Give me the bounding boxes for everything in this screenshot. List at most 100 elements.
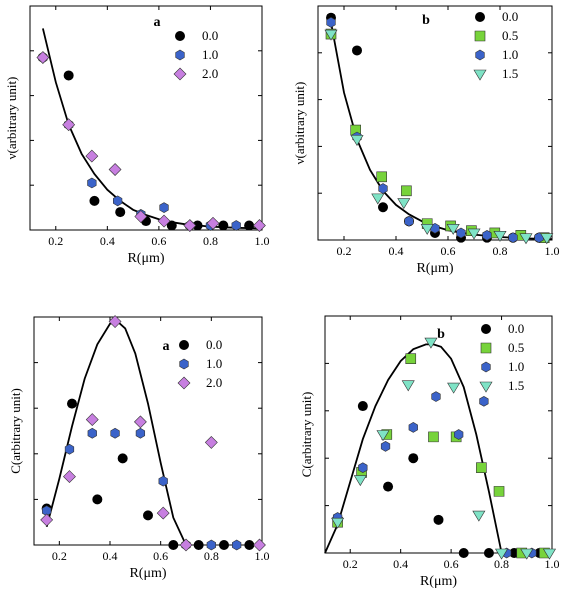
data-point [458,548,469,558]
data-point [244,220,255,231]
legend-label: 2.0 [206,375,222,390]
y-axis-label: C(arbitrary unit) [8,388,23,474]
data-point [408,453,419,464]
data-point [133,415,147,429]
data-point [476,462,487,473]
x-tick-label: 0.2 [343,557,358,571]
data-point [183,219,197,232]
x-tick-label: 0.2 [48,234,63,248]
data-point [350,135,364,146]
data-point [168,540,179,550]
data-point [206,216,220,230]
data-point [192,220,203,231]
legend-label: 0.0 [502,9,518,24]
data-point [397,198,411,210]
data-point [87,177,97,189]
data-point [159,202,169,213]
legend-label: 0.5 [508,340,524,355]
data-point [433,514,444,525]
data-point [62,118,76,132]
data-point [380,441,391,452]
panel-bottom-right: 0.2 0.4 0.6 0.8 1.0 R(μm) C(arbitrary unit) b 0.… [299,315,560,589]
legend-marker [473,69,487,81]
data-point [158,475,168,487]
x-tick-label: 0.4 [103,549,118,563]
data-point [483,548,494,558]
panel-top-right: 0.2 0.4 0.6 0.8 1.0 R(μm) ν(arbitrary unit) b 0.… [292,5,560,276]
x-tick-label: 0.2 [337,244,352,258]
data-point [378,202,388,213]
x-axis-label: R(μm) [129,566,166,581]
data-point [143,510,153,521]
legend: 0.0 1.0 2.0 [173,28,218,81]
data-point [134,210,148,223]
panel-label: b [422,13,430,28]
data-point [244,540,255,550]
data-point [252,219,266,232]
data-point [232,539,242,551]
data-point [193,540,204,550]
data-point [326,17,336,28]
x-tick-label: 0.6 [444,557,459,571]
data-point [454,429,464,440]
legend-label: 1.5 [508,378,524,393]
data-point [331,517,345,529]
x-tick-label: 0.4 [393,557,408,571]
data-point [376,430,390,442]
x-tick-label: 0.8 [494,557,509,571]
data-point [495,548,509,560]
data-point [89,195,100,206]
series-0-0 [332,401,545,558]
plot-frame [33,316,263,546]
legend-marker [175,31,185,41]
x-tick-label: 1.0 [545,557,560,571]
data-point [219,540,229,550]
data-point [85,149,99,163]
data-point [482,229,492,241]
series-2-0 [36,51,266,232]
panel-top-left: 0.2 0.4 0.6 0.8 1.0 R(μm) ν(arbitrary unit) a 0.… [4,5,270,266]
data-point [218,220,229,231]
data-point [92,494,103,505]
panel-label: b [437,327,445,342]
data-point [519,233,533,245]
data-point [456,227,466,239]
x-tick-label: 0.6 [153,549,168,563]
y-axis-label: C(arbitrary unit) [299,392,314,478]
data-point [204,435,218,449]
data-point [358,462,368,474]
data-point [157,214,171,228]
legend-label: 0.0 [508,321,524,336]
data-point [110,427,120,439]
data-point [156,506,170,520]
x-tick-label: 1.0 [545,244,560,258]
data-point [85,413,99,427]
series-1-0 [42,427,242,551]
data-point [520,548,534,560]
data-point [353,475,367,487]
data-point [424,337,438,349]
data-point [431,391,441,402]
legend-marker [474,30,486,42]
legend-label: 1.0 [502,47,518,62]
legend-label: 2.0 [202,66,218,81]
fit-curve [324,343,503,554]
data-point [420,224,434,235]
data-point [87,427,97,439]
legend-marker [475,12,485,22]
data-point [404,215,414,227]
data-point [447,382,461,394]
data-point [479,395,489,407]
legend-marker [475,49,485,61]
data-point [63,70,74,81]
x-tick-label: 0.6 [151,234,166,248]
x-tick-label: 0.4 [389,244,404,258]
fit-curve [330,22,553,240]
x-axis-label: R(μm) [127,251,164,266]
legend: 0.0 1.0 2.0 [177,337,222,390]
data-point [166,220,177,231]
legend-label: 0.5 [502,28,518,43]
legend-label: 1.5 [502,66,518,81]
x-tick-label: 0.8 [493,244,508,258]
